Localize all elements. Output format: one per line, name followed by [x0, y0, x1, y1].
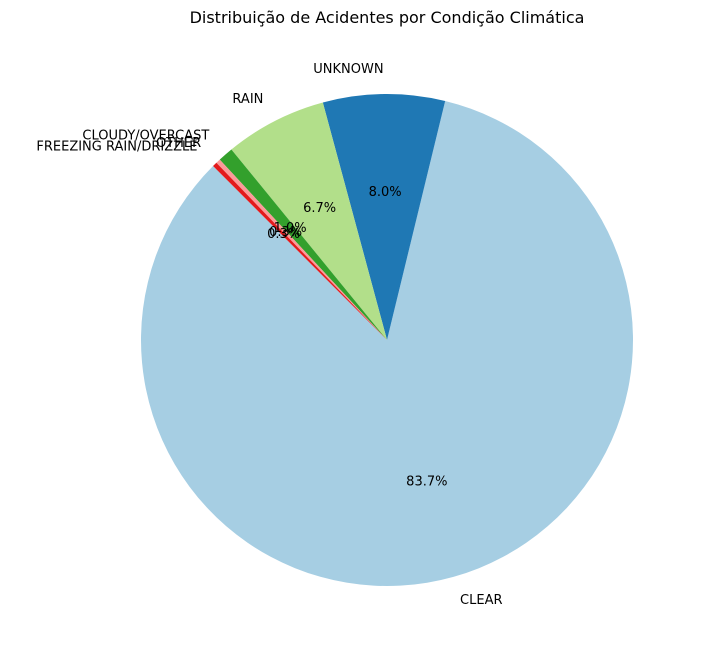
pie-percent-label-other: 0.3%: [269, 225, 302, 240]
pie-category-label-unknown: UNKNOWN: [313, 62, 383, 77]
pie-slice-cloudy-overcast: [219, 149, 387, 340]
pie-category-label-cloudy-overcast: CLOUDY/OVERCAST: [82, 128, 209, 143]
pie-category-label-other: OTHER: [156, 136, 201, 151]
pie-slice-rain: [231, 102, 387, 340]
pie-category-label-rain: RAIN: [232, 92, 263, 107]
pie-slice-unknown: [322, 93, 446, 340]
pie-percent-labels: 83.7%8.0%6.7%1.0%0.3%0.3%: [267, 185, 447, 490]
pie-category-label-freezing-rain-drizzle: FREEZING RAIN/DRIZZLE: [36, 139, 197, 154]
pie-slice-other: [216, 159, 387, 340]
pie-percent-label-rain: 6.7%: [303, 201, 336, 216]
chart-title: Distribuição de Acidentes por Condição C…: [190, 8, 585, 27]
pie-percent-label-clear: 83.7%: [406, 475, 447, 490]
pie-percent-label-freezing-rain-drizzle: 0.3%: [267, 227, 300, 242]
pie-slice-freezing-rain-drizzle: [213, 162, 387, 340]
pie-percent-label-cloudy-overcast: 1.0%: [274, 221, 307, 236]
pie-percent-label-unknown: 8.0%: [369, 185, 402, 200]
pie-category-label-clear: CLEAR: [460, 593, 502, 608]
pie-category-labels: CLEAR UNKNOWN RAIN CLOUDY/OVERCASTOTHERFREE…: [36, 62, 502, 608]
pie-slices: [140, 93, 633, 587]
pie-slice-clear: [140, 100, 633, 587]
